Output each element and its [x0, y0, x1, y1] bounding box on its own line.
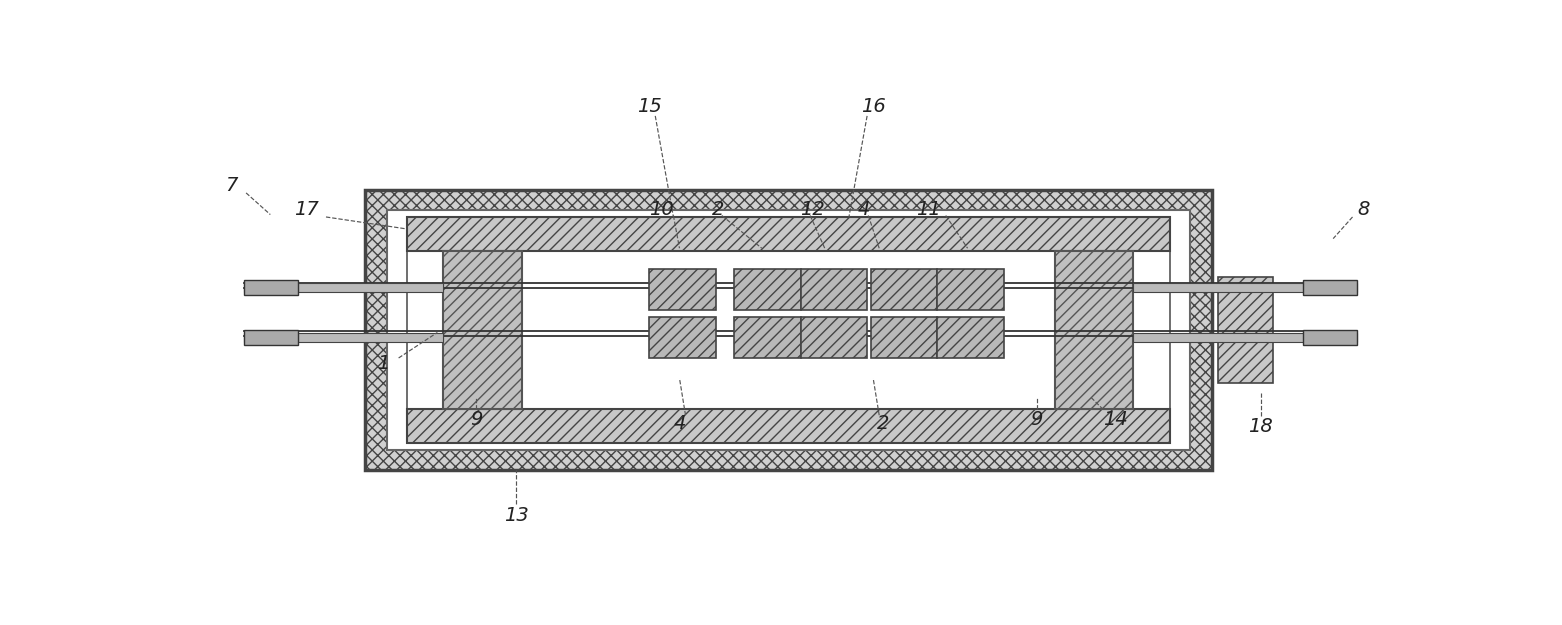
Bar — [244, 283, 444, 292]
Bar — [1134, 283, 1357, 292]
Text: 4: 4 — [858, 200, 870, 219]
Bar — [937, 317, 1004, 357]
Bar — [1218, 277, 1273, 383]
Bar — [408, 217, 1170, 443]
Text: 13: 13 — [503, 506, 528, 525]
Text: 2: 2 — [712, 200, 725, 219]
Bar — [800, 317, 867, 357]
Bar — [364, 191, 1212, 469]
Text: 10: 10 — [648, 200, 673, 219]
Text: 9: 9 — [1031, 409, 1043, 429]
Bar — [408, 217, 1170, 251]
Bar — [650, 317, 715, 357]
Bar — [734, 269, 800, 309]
Bar — [870, 317, 937, 357]
Text: 8: 8 — [1357, 200, 1370, 219]
Bar — [937, 269, 1004, 309]
Bar — [1303, 329, 1357, 345]
Bar — [870, 269, 937, 309]
Bar — [800, 269, 867, 309]
Text: 18: 18 — [1248, 417, 1273, 436]
Text: 7: 7 — [225, 176, 237, 195]
Bar — [386, 210, 1190, 451]
Text: 2: 2 — [876, 414, 889, 433]
Bar — [244, 333, 444, 342]
Bar — [244, 280, 298, 296]
Text: 4: 4 — [673, 414, 686, 433]
Text: 14: 14 — [1103, 409, 1128, 429]
Text: 17: 17 — [294, 200, 319, 219]
Text: 12: 12 — [800, 200, 825, 219]
Text: 1: 1 — [376, 354, 389, 373]
Text: 16: 16 — [861, 97, 886, 116]
Bar — [1054, 251, 1134, 409]
Bar — [444, 251, 522, 409]
Text: 9: 9 — [470, 409, 483, 429]
Bar — [244, 329, 298, 345]
Bar — [1134, 333, 1357, 342]
Bar — [650, 269, 715, 309]
Bar — [408, 409, 1170, 443]
Text: 15: 15 — [637, 97, 662, 116]
Bar — [734, 317, 800, 357]
Bar — [1303, 280, 1357, 296]
Text: 11: 11 — [917, 200, 942, 219]
